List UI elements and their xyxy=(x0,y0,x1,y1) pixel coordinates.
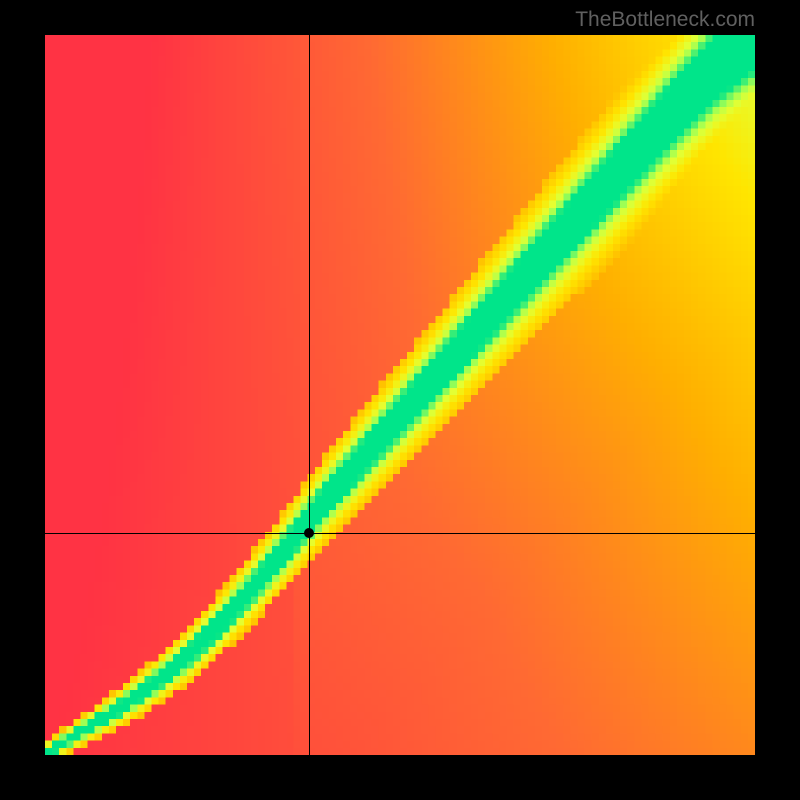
crosshair-horizontal xyxy=(45,533,755,534)
crosshair-vertical xyxy=(309,35,310,755)
heatmap-plot xyxy=(45,35,755,755)
crosshair-dot xyxy=(304,528,314,538)
watermark-text: TheBottleneck.com xyxy=(575,8,755,32)
heatmap-canvas xyxy=(45,35,755,755)
